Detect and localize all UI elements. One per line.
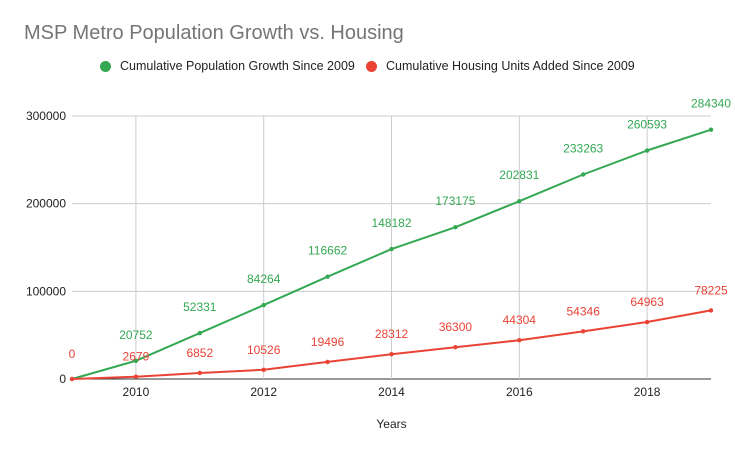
data-point — [708, 127, 714, 132]
data-point — [644, 148, 650, 153]
y-tick-label: 100000 — [26, 284, 66, 298]
data-label: 202831 — [499, 168, 539, 182]
data-label: 54346 — [567, 304, 601, 318]
data-label: 260593 — [627, 118, 667, 132]
data-point — [644, 319, 650, 325]
legend-label-population: Cumulative Population Growth Since 2009 — [120, 59, 355, 73]
x-tick-label: 2016 — [506, 385, 533, 399]
data-label: 233263 — [563, 142, 603, 156]
x-tick-label: 2010 — [123, 385, 150, 399]
data-point — [325, 274, 330, 279]
y-tick-label: 300000 — [26, 109, 66, 123]
data-point — [261, 302, 266, 308]
data-point — [453, 344, 458, 350]
data-point — [197, 370, 202, 376]
data-point — [581, 172, 586, 177]
legend-item-population[interactable]: Cumulative Population Growth Since 2009 — [100, 59, 355, 73]
data-label: 116662 — [308, 244, 347, 258]
data-point — [261, 367, 266, 372]
y-tick-label: 0 — [59, 372, 66, 386]
data-label: 44304 — [503, 313, 537, 327]
chart-title: MSP Metro Population Growth vs. Housing — [24, 22, 404, 44]
data-label: 148182 — [371, 216, 411, 230]
data-point — [517, 198, 522, 204]
x-tick-label: 2012 — [250, 385, 277, 399]
data-point — [69, 376, 75, 382]
data-point — [581, 329, 586, 334]
data-point — [133, 374, 139, 379]
data-label: 173175 — [435, 194, 475, 208]
data-point — [325, 359, 330, 365]
data-point — [453, 224, 458, 230]
legend-item-housing[interactable]: Cumulative Housing Units Added Since 200… — [366, 59, 635, 73]
data-point — [197, 330, 202, 336]
data-label: 19496 — [311, 335, 345, 349]
legend-label-housing: Cumulative Housing Units Added Since 200… — [386, 59, 635, 73]
data-label: 20752 — [119, 328, 153, 342]
data-label: 84264 — [247, 272, 281, 286]
data-label: 64963 — [630, 295, 664, 309]
data-label: 28312 — [375, 327, 409, 341]
data-label: 36300 — [439, 320, 473, 334]
legend-marker-population — [100, 60, 111, 72]
x-tick-label: 2014 — [378, 385, 405, 399]
data-label: 0 — [69, 347, 76, 361]
data-point — [708, 308, 714, 313]
data-point — [133, 358, 139, 364]
legend: Cumulative Population Growth Since 2009 … — [0, 59, 735, 79]
x-axis-title: Years — [376, 417, 406, 431]
data-label: 78225 — [694, 283, 728, 297]
data-label: 6852 — [186, 346, 213, 360]
data-point — [389, 351, 394, 357]
data-label: 2679 — [123, 350, 150, 364]
data-point — [389, 246, 394, 252]
data-point — [517, 337, 522, 343]
data-label: 10526 — [247, 343, 281, 357]
data-label: 284340 — [691, 97, 731, 111]
y-tick-label: 200000 — [26, 197, 66, 211]
legend-marker-housing — [366, 60, 377, 72]
x-tick-label: 2018 — [634, 385, 661, 399]
data-label: 52331 — [183, 300, 217, 314]
